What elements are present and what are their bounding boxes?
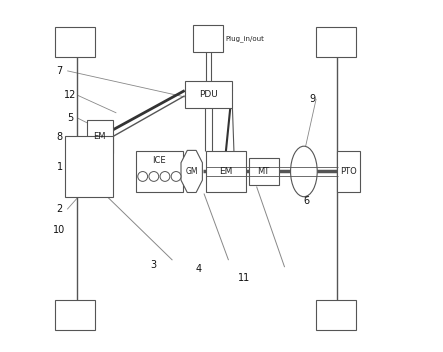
Circle shape (171, 171, 181, 181)
Text: PDU: PDU (199, 90, 218, 99)
Circle shape (149, 171, 159, 181)
Text: 9: 9 (310, 94, 316, 104)
Circle shape (160, 171, 170, 181)
Text: 6: 6 (303, 196, 309, 206)
Text: 10: 10 (54, 225, 66, 235)
FancyBboxPatch shape (316, 301, 357, 330)
FancyBboxPatch shape (194, 25, 223, 51)
Text: Plug_in/out: Plug_in/out (225, 35, 264, 42)
FancyBboxPatch shape (55, 27, 95, 57)
Text: EM: EM (93, 132, 106, 141)
Text: MT: MT (258, 167, 270, 176)
Text: 8: 8 (56, 132, 62, 143)
Text: ICE: ICE (152, 156, 166, 165)
Text: EM: EM (219, 167, 233, 176)
FancyBboxPatch shape (55, 301, 95, 330)
Text: 4: 4 (196, 264, 202, 274)
Text: 12: 12 (64, 90, 76, 100)
FancyBboxPatch shape (86, 120, 113, 153)
Text: 11: 11 (238, 273, 250, 283)
FancyBboxPatch shape (136, 151, 183, 192)
FancyBboxPatch shape (316, 27, 357, 57)
Text: 1: 1 (56, 162, 62, 172)
Text: 7: 7 (56, 66, 62, 76)
Circle shape (138, 171, 148, 181)
Text: 3: 3 (150, 260, 156, 270)
FancyBboxPatch shape (337, 151, 360, 192)
Text: PTO: PTO (340, 167, 357, 176)
FancyBboxPatch shape (206, 151, 246, 192)
Polygon shape (181, 150, 202, 193)
Ellipse shape (291, 146, 317, 197)
Text: 2: 2 (56, 204, 62, 214)
Text: 5: 5 (67, 113, 73, 123)
Text: GM: GM (186, 167, 198, 176)
FancyBboxPatch shape (249, 158, 279, 185)
FancyBboxPatch shape (185, 81, 232, 108)
FancyBboxPatch shape (66, 136, 113, 197)
